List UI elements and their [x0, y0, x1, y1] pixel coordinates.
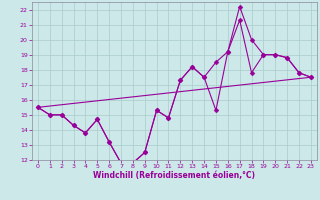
X-axis label: Windchill (Refroidissement éolien,°C): Windchill (Refroidissement éolien,°C): [93, 171, 255, 180]
